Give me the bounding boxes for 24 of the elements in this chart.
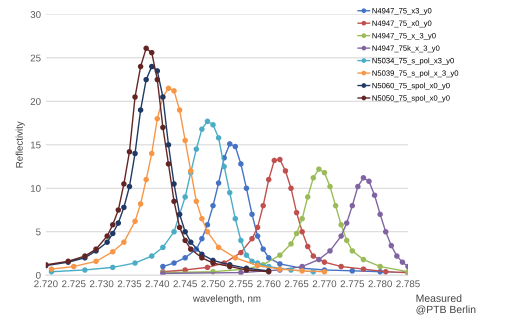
x-axis-title: wavelength, nm [192,294,260,304]
x-tick-label: 2.750 [201,280,225,288]
x-tick-label: 2.775 [340,280,364,288]
x-tick-label: 2.765 [284,280,308,288]
x-tick-label: 2.745 [173,280,197,288]
y-tick-label: 30 [30,11,41,18]
y-tick-label: 15 [30,142,41,148]
y-tick-label: 10 [30,185,41,192]
x-tick-label: 2.770 [312,280,336,288]
text: Measured @PTB Berlin [416,294,476,314]
x-tick-label: 2.740 [146,280,170,288]
x-tick-label: 2.755 [229,280,253,288]
x-tick-label: 2.735 [118,280,142,288]
y-axis-title: Reflectivity [16,121,25,168]
x-tick-label: 2.780 [368,280,392,288]
x-tick-label: 2.785 [396,280,420,288]
x-tick-label: 2.725 [62,280,86,288]
x-tick-label: 2.760 [257,280,281,288]
y-tick-label: 20 [30,98,41,105]
y-tick-label: 25 [30,54,41,62]
y-tick-label: 0 [36,272,41,279]
x-tick-label: 2.720 [34,280,58,288]
x-tick-label: 2.730 [90,280,114,288]
y-tick-label: 5 [36,228,41,236]
